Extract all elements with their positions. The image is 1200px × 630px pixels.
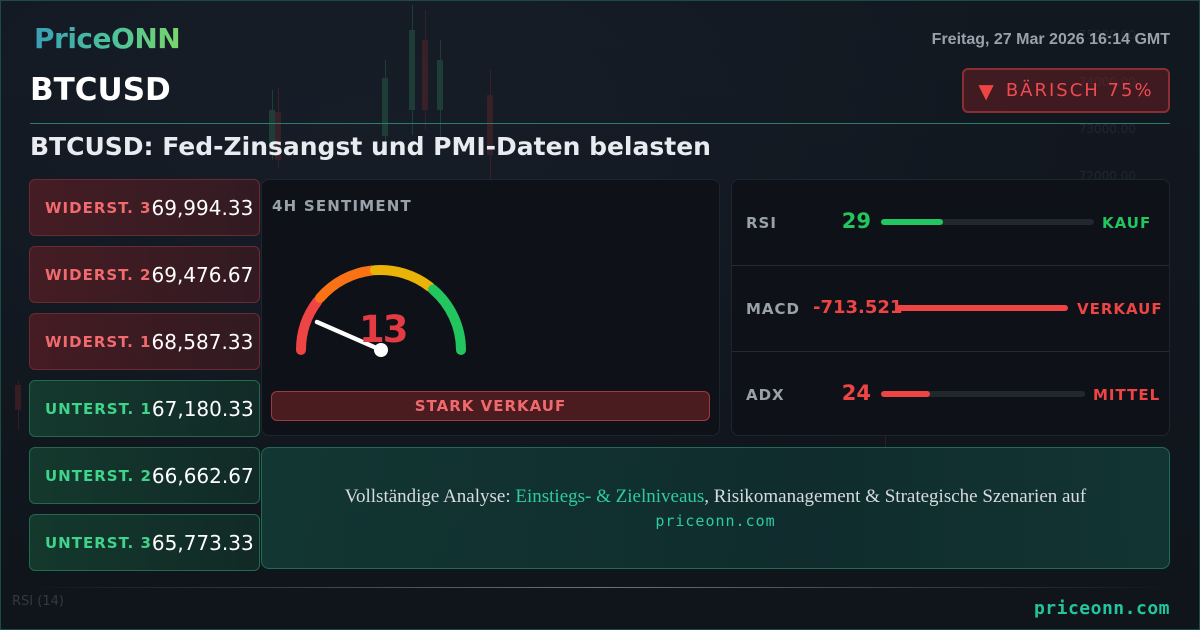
cta-link[interactable]: priceonn.com	[655, 512, 776, 530]
indicator-name: ADX	[746, 386, 785, 404]
full-analysis-cta[interactable]: Vollständige Analyse: Einstiegs- & Zieln…	[261, 447, 1170, 569]
level-label: UNTERST. 3	[45, 533, 152, 552]
level-label: WIDERST. 3	[45, 198, 152, 217]
level-value: 68,587.33	[151, 329, 254, 354]
headline: BTCUSD: Fed-Zinsangst und PMI-Daten bela…	[30, 132, 711, 161]
level-resistance-2: WIDERST. 2 69,476.67	[29, 246, 260, 303]
level-value: 66,662.67	[151, 463, 254, 488]
indicator-bar-fill	[881, 391, 930, 397]
bias-label: BÄRISCH 75%	[1005, 80, 1154, 101]
level-label: WIDERST. 2	[45, 265, 152, 284]
cta-suffix: , Risikomanagement & Strategische Szenar…	[704, 486, 1087, 507]
level-label: UNTERST. 1	[45, 399, 152, 418]
level-resistance-1: WIDERST. 1 68,587.33	[29, 313, 260, 370]
level-value: 67,180.33	[151, 396, 254, 421]
level-label: WIDERST. 1	[45, 332, 152, 351]
indicator-bar	[881, 219, 1094, 225]
footer-url[interactable]: priceonn.com	[1033, 598, 1170, 619]
sentiment-title: 4H SENTIMENT	[272, 197, 412, 215]
indicator-value: 29	[841, 209, 871, 233]
triangle-down-icon: ▼	[978, 78, 996, 103]
footer-divider	[30, 587, 1170, 588]
level-value: 69,994.33	[151, 195, 254, 220]
indicators-panel: RSI 29 KAUF MACD -713.521 VERKAUF ADX 24…	[731, 179, 1170, 436]
brand-logo: PriceONN	[34, 22, 181, 55]
sentiment-score: 13	[359, 308, 408, 351]
indicator-bar	[881, 391, 1085, 397]
indicator-name: RSI	[746, 214, 777, 232]
symbol-title: BTCUSD	[30, 72, 171, 108]
price-levels: WIDERST. 3 69,994.33 WIDERST. 2 69,476.6…	[29, 179, 260, 581]
level-resistance-3: WIDERST. 3 69,994.33	[29, 179, 260, 236]
indicator-name: MACD	[746, 300, 800, 318]
bias-badge: ▼ BÄRISCH 75%	[962, 68, 1170, 113]
indicator-adx: ADX 24 MITTEL	[732, 351, 1169, 436]
indicator-bar-fill	[895, 305, 1068, 311]
indicator-macd: MACD -713.521 VERKAUF	[732, 265, 1169, 350]
indicator-signal: KAUF	[1102, 214, 1152, 232]
datetime: Freitag, 27 Mar 2026 16:14 GMT	[931, 31, 1170, 48]
indicator-value: 24	[841, 381, 871, 405]
cta-highlight: Einstiegs- & Zielniveaus	[515, 486, 705, 507]
background-indicator-label: RSI (14)	[12, 594, 64, 609]
indicator-rsi: RSI 29 KAUF	[732, 180, 1169, 265]
cta-text: Vollständige Analyse: Einstiegs- & Zieln…	[262, 486, 1169, 508]
indicator-value: -713.521	[813, 297, 903, 318]
level-value: 69,476.67	[151, 262, 254, 287]
header-divider	[30, 123, 1170, 124]
sentiment-gauge-icon	[295, 265, 466, 357]
level-support-2: UNTERST. 2 66,662.67	[29, 447, 260, 504]
indicator-signal: VERKAUF	[1077, 300, 1163, 318]
level-support-3: UNTERST. 3 65,773.33	[29, 514, 260, 571]
indicator-signal: MITTEL	[1093, 386, 1161, 404]
sentiment-verdict: STARK VERKAUF	[271, 391, 710, 421]
indicator-bar	[895, 305, 1068, 311]
level-support-1: UNTERST. 1 67,180.33	[29, 380, 260, 437]
sentiment-panel: 4H SENTIMENT 13 STARK VERKAUF	[261, 179, 720, 436]
indicator-bar-fill	[881, 219, 943, 225]
level-label: UNTERST. 2	[45, 466, 152, 485]
cta-prefix: Vollständige Analyse:	[344, 486, 516, 507]
level-value: 65,773.33	[151, 530, 254, 555]
